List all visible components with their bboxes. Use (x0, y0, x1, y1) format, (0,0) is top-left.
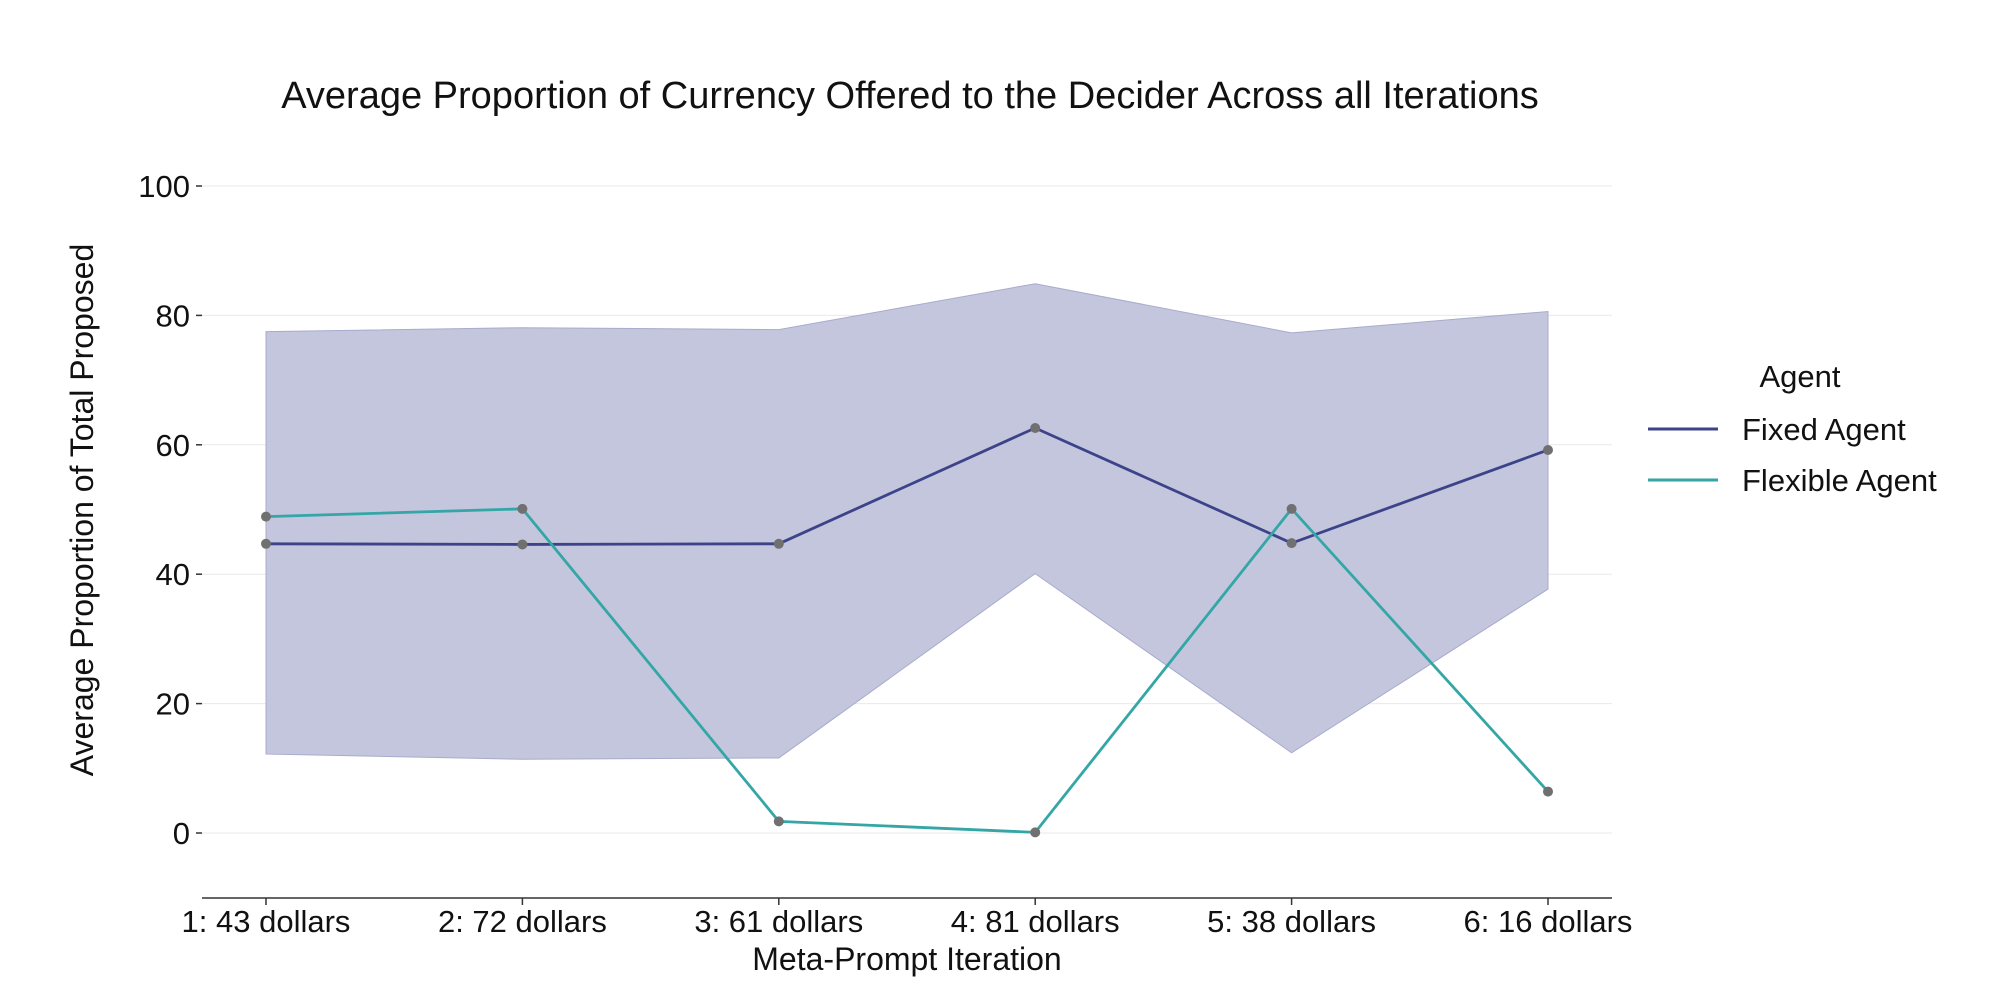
y-tick-label: 100 (138, 169, 190, 204)
legend-label-flexible-agent: Flexible Agent (1742, 463, 1937, 498)
x-tick-label: 3: 61 dollars (694, 904, 863, 939)
y-axis: 0 20 40 60 80 100 (138, 169, 202, 851)
series-line-flexible-agent (265, 506, 1550, 834)
series-line-fixed-agent (265, 426, 1549, 546)
data-point-fixed-agent (517, 539, 528, 550)
x-tick-label: 6: 16 dollars (1464, 904, 1633, 939)
legend: Agent Fixed Agent Flexible Agent (1648, 359, 1937, 498)
data-point-flexible-agent (773, 816, 784, 827)
data-point-fixed-agent (1286, 538, 1297, 549)
data-point-fixed-agent (1030, 422, 1041, 433)
y-tick-label: 80 (156, 298, 190, 333)
x-tick-label: 2: 72 dollars (438, 904, 607, 939)
data-point-flexible-agent (1286, 503, 1297, 514)
data-markers (261, 422, 1553, 838)
y-tick-label: 20 (156, 687, 190, 722)
data-point-flexible-agent (1543, 786, 1553, 797)
legend-title: Agent (1759, 359, 1840, 394)
data-point-fixed-agent (1543, 444, 1553, 455)
x-axis-label: Meta-Prompt Iteration (752, 941, 1061, 977)
series-lines (265, 426, 1550, 834)
legend-label-fixed-agent: Fixed Agent (1742, 412, 1906, 447)
confidence-bands (265, 283, 1549, 760)
data-point-fixed-agent (261, 538, 271, 549)
data-point-flexible-agent (517, 503, 528, 514)
data-point-flexible-agent (1030, 827, 1041, 838)
x-tick-label: 5: 38 dollars (1207, 904, 1376, 939)
x-axis: 1: 43 dollars 2: 72 dollars 3: 61 dollars 4… (182, 897, 1633, 939)
y-tick-label: 0 (173, 816, 190, 851)
confidence-band-fixed-agent (265, 283, 1549, 760)
data-point-fixed-agent (773, 538, 784, 549)
x-tick-label: 4: 81 dollars (951, 904, 1120, 939)
chart-title: Average Proportion of Currency Offered t… (281, 75, 1538, 117)
data-point-flexible-agent (261, 511, 271, 522)
y-tick-label: 60 (156, 428, 190, 463)
y-tick-label: 40 (156, 557, 190, 592)
y-axis-label: Average Proportion of Total Proposed (64, 244, 100, 777)
x-tick-label: 1: 43 dollars (182, 904, 351, 939)
